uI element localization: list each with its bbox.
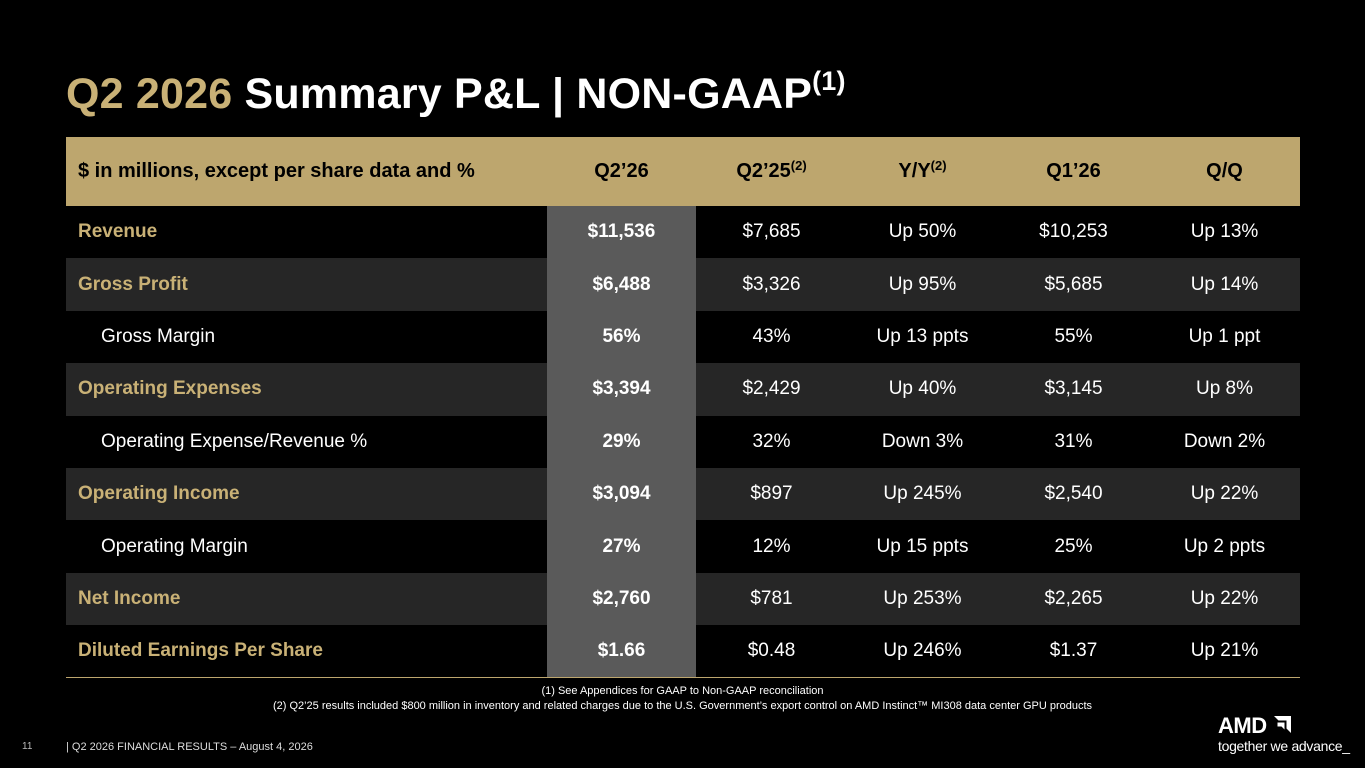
- cell-qq: Up 22%: [1190, 483, 1259, 505]
- header-qq: Q/Q: [1206, 160, 1243, 182]
- cell-qq: Up 13%: [1190, 221, 1259, 243]
- cell-qq: Up 22%: [1190, 587, 1259, 609]
- row-label: Operating Margin: [101, 535, 248, 557]
- footnote-1: (1) See Appendices for GAAP to Non-GAAP …: [541, 685, 824, 697]
- cell-q2-25: $2,429: [742, 378, 801, 400]
- cell-q1-26: 25%: [1054, 535, 1093, 557]
- cell-qq: Up 8%: [1195, 378, 1254, 400]
- cell-yy: Up 40%: [888, 378, 957, 400]
- cell-q2-25: $781: [750, 587, 793, 609]
- row-label: Operating Expenses: [78, 378, 262, 400]
- cell-yy: Up 15 ppts: [876, 535, 969, 557]
- cell-q1-26: $3,145: [1044, 378, 1103, 400]
- cell-q2-25: $3,326: [742, 273, 801, 295]
- table-row: Gross Profit $6,488 $3,326 Up 95% $5,685…: [66, 258, 1300, 311]
- header-q2-25-note: (2): [790, 158, 807, 173]
- cell-q2-26: $3,094: [547, 467, 696, 521]
- title-main: Summary P&L | NON-GAAP: [232, 70, 813, 118]
- row-label: Revenue: [78, 221, 158, 243]
- table-row: Operating Expenses $3,394 $2,429 Up 40% …: [66, 363, 1300, 416]
- header-q1-26: Q1’26: [1046, 160, 1101, 182]
- cell-q2-25: 32%: [752, 430, 791, 452]
- cell-yy: Up 50%: [888, 221, 957, 243]
- amd-arrow-icon: [1274, 716, 1291, 733]
- cell-q2-25: $0.48: [747, 640, 796, 662]
- table-row: Operating Income $3,094 $897 Up 245% $2,…: [66, 467, 1300, 521]
- cell-qq: Up 14%: [1190, 273, 1259, 295]
- pl-summary-table: $ in millions, except per share data and…: [66, 137, 1300, 678]
- cell-q1-26: 31%: [1054, 430, 1093, 452]
- header-yy: Y/Y(2): [847, 137, 998, 206]
- cell-q2-26: $1.66: [547, 625, 696, 678]
- page-number: 11: [22, 741, 33, 752]
- table-row: Net Income $2,760 $781 Up 253% $2,265 Up…: [66, 572, 1300, 626]
- table-row: Operating Expense/Revenue % 29% 32% Down…: [66, 415, 1300, 468]
- header-q2-26: Q2’26: [594, 160, 649, 182]
- cell-q2-26: 29%: [547, 415, 696, 468]
- header-yy-text: Y/Y: [898, 160, 931, 182]
- cell-q1-26: $10,253: [1039, 221, 1108, 243]
- row-label: Net Income: [78, 587, 181, 609]
- cell-q2-25: 12%: [752, 535, 791, 557]
- cell-q2-26: $2,760: [547, 572, 696, 626]
- table-row: Operating Margin 27% 12% Up 15 ppts 25% …: [66, 520, 1300, 573]
- cell-qq: Up 2 ppts: [1183, 535, 1266, 557]
- footnote-2: (2) Q2’25 results included $800 million …: [272, 700, 1093, 712]
- tagline: together we advance_: [1218, 738, 1350, 754]
- row-label: Operating Income: [78, 483, 240, 505]
- cell-q2-26: $3,394: [547, 363, 696, 416]
- cell-yy: Up 245%: [883, 483, 962, 505]
- header-yy-note: (2): [930, 158, 947, 173]
- table-row: Gross Margin 56% 43% Up 13 ppts 55% Up 1…: [66, 310, 1300, 364]
- cell-yy: Up 95%: [888, 273, 957, 295]
- header-q2-25: Q2’25(2): [696, 137, 847, 206]
- amd-logo: AMD together we advance_: [1218, 713, 1350, 757]
- row-label: Gross Margin: [101, 325, 216, 347]
- cell-qq: Up 1 ppt: [1188, 325, 1261, 347]
- page-title: Q2 2026 Summary P&L | NON-GAAP(1): [66, 66, 846, 119]
- row-label: Diluted Earnings Per Share: [78, 640, 323, 662]
- cell-yy: Down 3%: [881, 430, 964, 452]
- cell-yy: Up 246%: [883, 640, 962, 662]
- cell-q1-26: $1.37: [1049, 640, 1098, 662]
- cell-q1-26: 55%: [1054, 325, 1093, 347]
- title-footnote-ref: (1): [812, 66, 846, 96]
- cell-q1-26: $2,540: [1044, 483, 1103, 505]
- cell-q2-26: 56%: [547, 310, 696, 364]
- cell-q1-26: $2,265: [1044, 587, 1103, 609]
- cell-q1-26: $5,685: [1044, 273, 1103, 295]
- cell-qq: Down 2%: [1183, 430, 1266, 452]
- cell-q2-26: $11,536: [547, 206, 696, 259]
- cell-q2-25: $897: [750, 483, 793, 505]
- row-label: Gross Profit: [78, 273, 188, 295]
- cell-qq: Up 21%: [1190, 640, 1259, 662]
- cell-q2-26: $6,488: [547, 258, 696, 311]
- cell-q2-26: 27%: [547, 520, 696, 573]
- cell-yy: Up 253%: [883, 587, 962, 609]
- table-header-row: $ in millions, except per share data and…: [66, 137, 1300, 206]
- header-label: $ in millions, except per share data and…: [78, 160, 475, 182]
- header-q2-25-text: Q2’25: [736, 160, 791, 182]
- table-row: Revenue $11,536 $7,685 Up 50% $10,253 Up…: [66, 206, 1300, 259]
- title-quarter: Q2 2026: [66, 70, 233, 118]
- footer-text: | Q2 2026 FINANCIAL RESULTS – August 4, …: [66, 741, 313, 753]
- cell-q2-25: $7,685: [742, 221, 801, 243]
- logo-wordmark: AMD: [1218, 713, 1267, 738]
- cell-q2-25: 43%: [752, 325, 791, 347]
- row-label: Operating Expense/Revenue %: [101, 430, 368, 452]
- table-row: Diluted Earnings Per Share $1.66 $0.48 U…: [66, 625, 1300, 678]
- cell-yy: Up 13 ppts: [876, 325, 969, 347]
